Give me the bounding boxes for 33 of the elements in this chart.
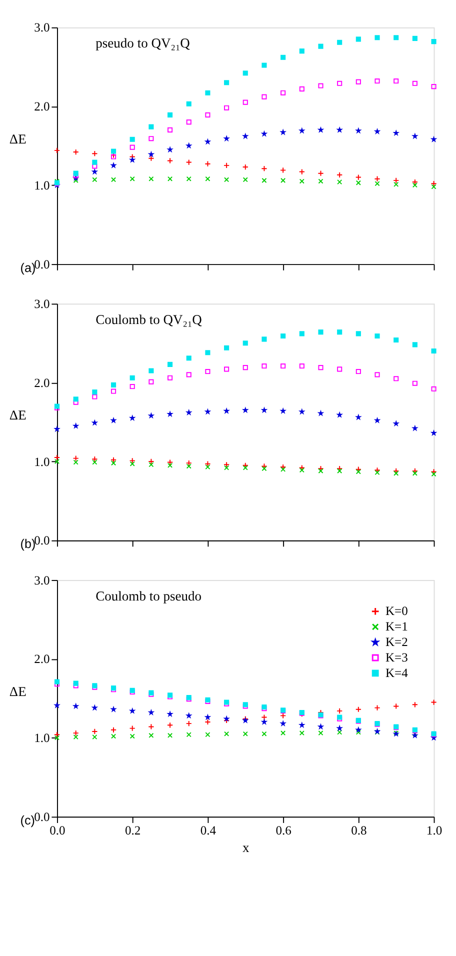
y-tick-label: 2.0: [34, 652, 50, 666]
text: (b): [20, 537, 36, 552]
y-tick-label: 3.0: [34, 20, 50, 35]
y-tick-label: 1.0: [34, 178, 50, 193]
y-tick-label: 2.0: [34, 376, 50, 390]
x-tick-label: 0.8: [351, 824, 367, 838]
x-tick-label: 0.2: [124, 824, 141, 838]
legend-label: K=2: [385, 635, 408, 650]
y-tick-label: 0.0: [34, 810, 50, 824]
legend-label: K=3: [385, 650, 408, 665]
text: Coulomb to QV₂₁Q: [96, 312, 202, 327]
y-axis-title: ΔE: [9, 408, 26, 423]
y-axis-title: ΔE: [9, 131, 26, 146]
y-tick-label: 3.0: [34, 573, 50, 588]
x-tick-label: 0.6: [276, 824, 292, 838]
text: (a): [20, 260, 36, 275]
text: pseudo to QV₂₁Q: [96, 36, 190, 51]
y-tick-label: 1.0: [34, 454, 50, 469]
y-tick-label: 0.0: [34, 257, 50, 272]
legend-label: K=1: [385, 620, 408, 634]
y-tick-label: 2.0: [34, 100, 50, 114]
x-axis-title: x: [242, 840, 250, 855]
y-tick-label: 3.0: [34, 297, 50, 312]
y-tick-label: 1.0: [34, 731, 50, 746]
legend-label: K=4: [385, 666, 409, 680]
x-tick-label: 1.0: [426, 824, 442, 838]
y-tick-label: 0.0: [34, 534, 50, 548]
legend-label: K=0: [385, 604, 408, 618]
y-axis-title: ΔE: [9, 684, 26, 699]
text: Coulomb to pseudo: [96, 588, 202, 604]
x-tick-label: 0.0: [50, 824, 66, 838]
x-tick-label: 0.4: [200, 824, 217, 838]
text: (c): [20, 813, 35, 828]
